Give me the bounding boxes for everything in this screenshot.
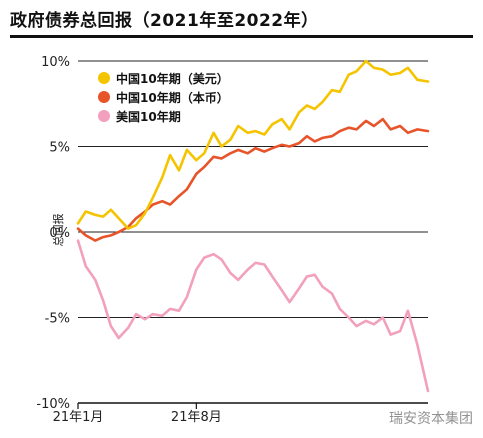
series-line-us bbox=[76, 239, 430, 393]
legend-label: 中国10年期（美元） bbox=[116, 71, 229, 86]
legend-swatch bbox=[98, 72, 110, 84]
y-tick-label: -10% bbox=[36, 397, 70, 412]
series-line-cn-usd bbox=[76, 59, 430, 230]
x-tick-label: 21年8月 bbox=[171, 410, 222, 425]
y-tick-label: -5% bbox=[45, 312, 70, 327]
watermark-text: 瑞安资本集团 bbox=[389, 411, 473, 427]
grid-layer bbox=[78, 60, 428, 404]
x-tick-label: 21年1月 bbox=[53, 410, 104, 425]
legend-label: 中国10年期（本币） bbox=[116, 90, 229, 105]
series-line-cn-local bbox=[76, 117, 430, 242]
y-tick-label: 0% bbox=[49, 226, 70, 241]
chart-title: 政府债券总回报（2021年至2022年） bbox=[10, 11, 319, 31]
legend-swatch bbox=[98, 91, 110, 103]
series-layer bbox=[76, 59, 430, 393]
legend-label: 美国10年期 bbox=[116, 109, 181, 124]
legend: 中国10年期（美元） 中国10年期（本币） 美国10年期 bbox=[98, 71, 229, 124]
y-tick-label: 10% bbox=[41, 55, 70, 70]
axis-layer: 10% 5% 0% -5% -10%21年1月 21年8月 bbox=[36, 55, 221, 425]
y-axis-label: 总回报 bbox=[51, 214, 65, 247]
y-tick-label: 5% bbox=[49, 141, 70, 156]
title-rule bbox=[10, 35, 473, 38]
legend-swatch bbox=[98, 110, 110, 122]
